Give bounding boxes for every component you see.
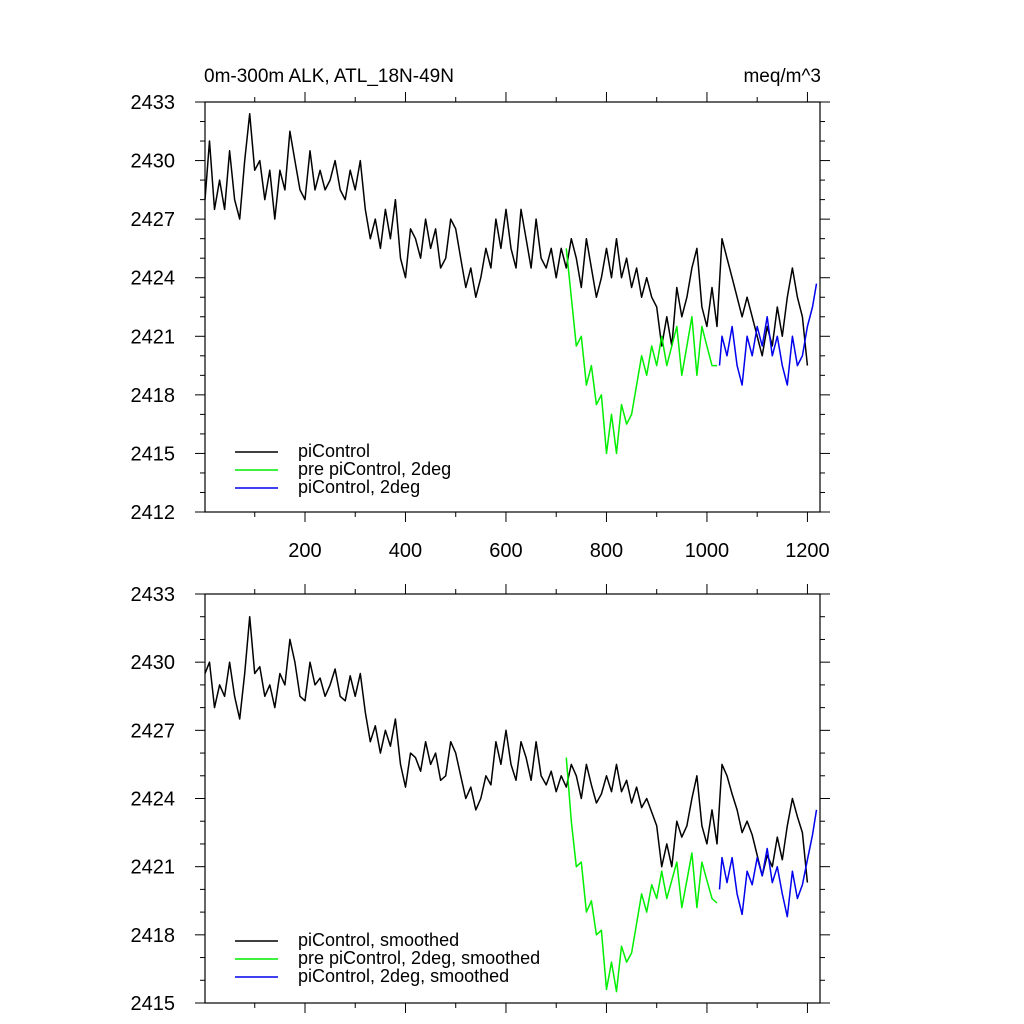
series-line-2: [565, 248, 717, 455]
plot-frame: [204, 101, 821, 513]
y-tick-label: 2430: [131, 151, 176, 173]
y-tick-label: 2415: [131, 443, 176, 465]
x-tick-label: 400: [389, 540, 422, 562]
legend-label-1: piControl, smoothed: [298, 930, 459, 950]
y-tick-label: 2427: [131, 209, 176, 231]
y-tick-label: 2418: [131, 385, 176, 407]
x-tick-label: 600: [489, 540, 522, 562]
y-tick-label: 2427: [131, 720, 176, 742]
y-tick-label: 2430: [131, 652, 176, 674]
legend-label-1: piControl: [298, 441, 370, 461]
y-tick-label: 2424: [131, 789, 176, 811]
x-tick-label: 1200: [785, 540, 830, 562]
x-tick-label: 1000: [685, 540, 730, 562]
chart-title: 0m-300m ALK, ATL_18N-49N: [204, 66, 454, 87]
y-tick-label: 2412: [131, 502, 176, 524]
units-label: meq/m^3: [743, 66, 821, 87]
legend-label-3: piControl, 2deg: [298, 477, 420, 497]
chart-panel-2: 2415 2418 2421 2424 2427 2430 2433 piControl, s…: [131, 584, 830, 1015]
y-tick-label: 2415: [131, 993, 176, 1015]
x-tick-label: 200: [288, 540, 321, 562]
series-line-2: [565, 757, 718, 993]
series-line-3: [718, 283, 818, 386]
y-tick-label: 2421: [131, 857, 176, 879]
x-tick-label: 800: [590, 540, 623, 562]
series-line-3: [718, 809, 818, 918]
legend-label-3: piControl, 2deg, smoothed: [298, 966, 509, 986]
y-tick-label: 2418: [131, 925, 176, 947]
y-tick-label: 2433: [131, 584, 176, 606]
series-line-1: [204, 112, 809, 366]
series-line-1: [204, 615, 809, 883]
legend-label-2: pre piControl, 2deg: [298, 459, 451, 479]
legend-label-2: pre piControl, 2deg, smoothed: [298, 948, 540, 968]
y-tick-label: 2421: [131, 326, 176, 348]
chart-panel-1: 200 400 600 800 1000 1200 2412 2415 2418 2421 2424…: [131, 92, 830, 562]
y-tick-label: 2433: [131, 92, 176, 114]
y-tick-label: 2424: [131, 268, 176, 290]
